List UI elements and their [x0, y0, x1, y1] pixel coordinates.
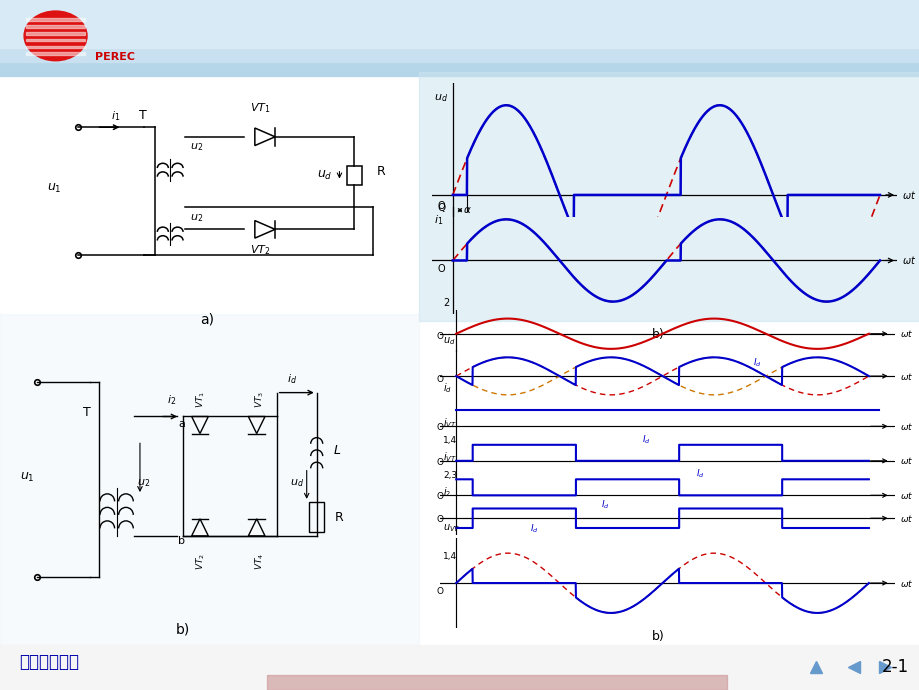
Bar [267, 675, 726, 690]
Text: O: O [437, 375, 443, 384]
Text: b): b) [651, 328, 664, 341]
Text: $\omega t$: $\omega t$ [899, 328, 912, 339]
Text: $I_d$: $I_d$ [695, 468, 704, 480]
Text: 电力电子技术: 电力电子技术 [19, 653, 79, 671]
Text: $\omega t$: $\omega t$ [899, 455, 912, 466]
Text: $u_d$: $u_d$ [317, 169, 333, 182]
Text: O: O [437, 424, 443, 433]
Text: $i_2$: $i_2$ [166, 393, 176, 406]
Text: 2-1: 2-1 [881, 658, 908, 676]
Text: $i_1$: $i_1$ [434, 213, 443, 227]
Text: $u_1$: $u_1$ [47, 182, 62, 195]
Text: $u_{VT}$: $u_{VT}$ [443, 522, 460, 534]
Text: $VT_1$: $VT_1$ [250, 101, 270, 115]
Text: $I_d$: $I_d$ [600, 498, 608, 511]
Bar [26, 46, 85, 48]
Text: $\omega t$: $\omega t$ [901, 255, 915, 266]
Text: $\omega t$: $\omega t$ [899, 513, 912, 524]
Text: $VT_2$: $VT_2$ [250, 244, 270, 257]
Text: b): b) [651, 631, 664, 643]
Text: $\omega t$: $\omega t$ [901, 189, 915, 201]
Bar [26, 32, 85, 34]
Bar [0, 0, 919, 62]
Bar [0, 645, 919, 690]
Text: 1,4: 1,4 [443, 552, 457, 561]
Text: $u_d$: $u_d$ [289, 477, 303, 489]
Text: O: O [437, 515, 443, 524]
Text: R: R [335, 511, 344, 524]
Text: $u_1$: $u_1$ [20, 471, 35, 484]
Bar [26, 18, 85, 21]
Bar [26, 39, 85, 41]
Text: $VT_4$: $VT_4$ [253, 553, 266, 570]
Ellipse shape [24, 11, 87, 61]
Text: $\omega t$: $\omega t$ [899, 490, 912, 501]
Bar [346, 166, 361, 185]
Bar [0, 314, 418, 645]
Bar [0, 0, 919, 48]
Text: $i_1$: $i_1$ [111, 109, 120, 123]
Text: $I_d$: $I_d$ [753, 357, 761, 369]
Text: $\alpha$: $\alpha$ [463, 205, 471, 215]
Text: $I_d$: $I_d$ [641, 433, 650, 446]
Text: 1,4: 1,4 [443, 437, 457, 446]
Text: $u_2$: $u_2$ [190, 212, 203, 224]
Text: a: a [178, 419, 185, 428]
Text: $VT_2$: $VT_2$ [195, 553, 208, 570]
Text: $\omega t$: $\omega t$ [899, 371, 912, 382]
Text: b: b [178, 536, 185, 546]
Text: $u_2$: $u_2$ [190, 141, 203, 153]
Text: b): b) [176, 622, 190, 636]
Text: 2,3: 2,3 [443, 471, 457, 480]
Bar [26, 52, 85, 55]
Text: $i_{VT}$: $i_{VT}$ [443, 450, 457, 464]
Text: $i_d$: $i_d$ [443, 381, 451, 395]
Text: $u_d$: $u_d$ [443, 335, 455, 348]
Bar [26, 25, 85, 28]
Text: O: O [437, 264, 445, 274]
Text: $i_d$: $i_d$ [287, 373, 297, 386]
Text: $VT_3$: $VT_3$ [253, 391, 266, 408]
Text: T: T [84, 406, 91, 420]
Text: $u_2$: $u_2$ [136, 477, 150, 489]
Text: O: O [437, 493, 443, 502]
Text: $i_2$: $i_2$ [443, 484, 451, 498]
Text: O: O [437, 586, 443, 595]
Text: $I_d$: $I_d$ [530, 522, 539, 535]
Bar [309, 502, 323, 533]
Bar [418, 72, 919, 321]
Text: T: T [139, 109, 146, 122]
Text: a): a) [199, 313, 214, 326]
Text: PEREC: PEREC [96, 52, 135, 61]
Text: $u_d$: $u_d$ [434, 92, 448, 104]
Text: $\omega t$: $\omega t$ [899, 578, 912, 589]
Bar [0, 0, 919, 76]
Text: $\omega t$: $\omega t$ [899, 421, 912, 432]
Text: 2: 2 [443, 299, 448, 308]
Text: $VT_1$: $VT_1$ [195, 391, 208, 408]
Text: O: O [437, 458, 443, 467]
Text: L: L [333, 444, 340, 457]
Text: O: O [437, 332, 443, 341]
Text: R: R [376, 165, 385, 178]
Text: Q: Q [437, 203, 446, 213]
Text: O: O [437, 201, 445, 210]
Text: $i_{VT}$: $i_{VT}$ [443, 415, 457, 429]
